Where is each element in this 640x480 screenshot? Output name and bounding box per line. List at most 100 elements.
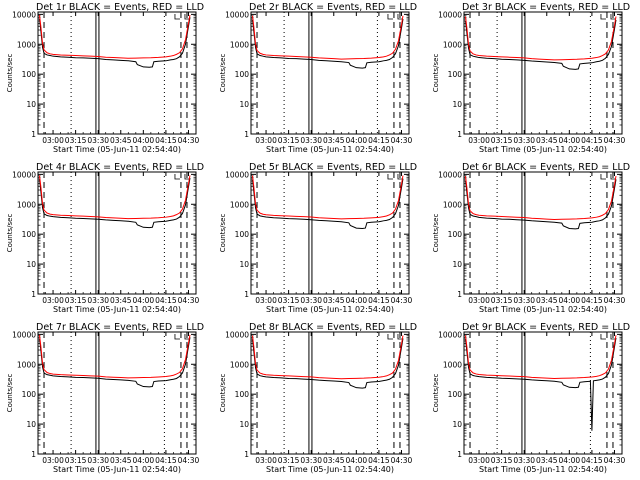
x-tick-label: 04:30 [604, 136, 626, 145]
y-tick-label: 10 [239, 260, 249, 269]
flag-mark [387, 174, 393, 180]
panel-title: Det 1r BLACK = Events, RED = LLD [36, 2, 204, 13]
x-tick-label: 03:00 [468, 456, 490, 465]
x-tick-label: 04:30 [178, 296, 200, 305]
plot-frame [37, 171, 197, 295]
flag-mark [397, 174, 403, 180]
x-tick-label: 04:15 [368, 296, 390, 305]
x-tick-label: 03:15 [491, 296, 513, 305]
flag-mark [600, 14, 606, 20]
lld-series-line [252, 335, 404, 380]
y-tick-label: 10000 [438, 330, 462, 339]
flag-mark [610, 174, 616, 180]
y-tick-label: 1 [457, 290, 462, 299]
y-axis-title: Counts/sec [219, 54, 227, 93]
y-tick-label: 10000 [225, 330, 249, 339]
events-series-line [252, 178, 404, 229]
x-tick-label: 03:15 [278, 296, 300, 305]
chart-panel: Det 8r BLACK = Events, RED = LLD 1 10 100 10… [219, 322, 417, 474]
chart-panel: Det 2r BLACK = Events, RED = LLD 1 10 100 10… [219, 2, 417, 154]
y-tick-label: 10 [452, 100, 462, 109]
x-tick-label: 04:15 [155, 456, 177, 465]
y-axis-title: Counts/sec [219, 374, 227, 413]
panel-title: Det 9r BLACK = Events, RED = LLD [462, 322, 630, 333]
plot-frame [463, 331, 623, 455]
plot-frame [250, 171, 410, 295]
x-tick-label: 04:15 [581, 136, 603, 145]
panel-title: Det 2r BLACK = Events, RED = LLD [249, 2, 417, 13]
flag-mark [610, 14, 616, 20]
x-tick-label: 04:30 [178, 456, 200, 465]
x-axis-title: Start Time (05-Jun-11 02:54:40) [266, 305, 394, 314]
x-tick-label: 03:45 [323, 296, 345, 305]
x-tick-label: 03:15 [278, 456, 300, 465]
y-axis-title: Counts/sec [6, 54, 14, 93]
x-tick-label: 04:00 [559, 456, 581, 465]
x-tick-label: 03:45 [110, 456, 132, 465]
chart-panel: Det 7r BLACK = Events, RED = LLD 1 10 100 10… [6, 322, 204, 474]
y-tick-label: 100 [448, 390, 463, 399]
y-axis-title: Counts/sec [432, 374, 440, 413]
x-tick-label: 03:00 [255, 296, 277, 305]
y-tick-label: 100 [22, 230, 37, 239]
flag-mark [184, 334, 190, 340]
y-tick-label: 1 [31, 130, 36, 139]
y-tick-label: 10000 [12, 330, 36, 339]
x-tick-label: 03:45 [536, 456, 558, 465]
x-axis-title: Start Time (05-Jun-11 02:54:40) [266, 145, 394, 154]
y-tick-label: 1 [244, 450, 249, 459]
plot-frame [250, 11, 410, 135]
x-tick-label: 03:30 [513, 456, 535, 465]
y-tick-label: 1000 [230, 40, 249, 49]
lld-series-line [252, 15, 404, 60]
y-axis-title: Counts/sec [6, 374, 14, 413]
y-axis-title: Counts/sec [432, 54, 440, 93]
chart-panel: Det 5r BLACK = Events, RED = LLD 1 10 100 10… [219, 162, 417, 314]
y-tick-label: 10000 [225, 10, 249, 19]
flag-mark [387, 334, 393, 340]
y-axis-title: Counts/sec [432, 214, 440, 253]
x-tick-label: 04:00 [346, 296, 368, 305]
panel-title: Det 5r BLACK = Events, RED = LLD [249, 162, 417, 173]
x-tick-label: 03:30 [87, 296, 109, 305]
x-tick-label: 03:15 [65, 296, 87, 305]
x-tick-label: 03:15 [65, 136, 87, 145]
y-tick-label: 10 [26, 100, 36, 109]
x-tick-label: 03:30 [513, 296, 535, 305]
x-tick-label: 03:45 [536, 296, 558, 305]
y-tick-label: 1000 [17, 40, 36, 49]
y-tick-label: 10000 [438, 170, 462, 179]
x-tick-label: 03:30 [513, 136, 535, 145]
lld-series-line [252, 175, 404, 220]
y-tick-label: 1000 [17, 200, 36, 209]
events-series-line [39, 337, 191, 388]
chart-panel: Det 6r BLACK = Events, RED = LLD 1 10 100 10… [432, 162, 630, 314]
chart-panel: Det 3r BLACK = Events, RED = LLD 1 10 100 10… [432, 2, 630, 154]
x-tick-label: 04:00 [559, 136, 581, 145]
panel-title: Det 8r BLACK = Events, RED = LLD [249, 322, 417, 333]
events-series-line [465, 337, 617, 431]
x-tick-label: 03:30 [87, 456, 109, 465]
x-tick-label: 03:15 [278, 136, 300, 145]
x-tick-label: 04:15 [368, 456, 390, 465]
x-axis-title: Start Time (05-Jun-11 02:54:40) [266, 465, 394, 474]
lld-series-line [465, 175, 617, 220]
y-tick-label: 10000 [12, 170, 36, 179]
x-tick-label: 04:30 [391, 296, 413, 305]
plot-frame [37, 331, 197, 455]
y-tick-label: 10 [26, 420, 36, 429]
y-tick-label: 1000 [443, 360, 462, 369]
y-tick-label: 100 [235, 70, 250, 79]
x-tick-label: 03:00 [468, 296, 490, 305]
flag-mark [397, 14, 403, 20]
y-tick-label: 1 [457, 130, 462, 139]
panel-title: Det 3r BLACK = Events, RED = LLD [462, 2, 630, 13]
x-tick-label: 03:15 [65, 456, 87, 465]
x-tick-label: 04:00 [133, 456, 155, 465]
y-tick-label: 10 [452, 260, 462, 269]
flag-mark [600, 334, 606, 340]
plot-frame [250, 331, 410, 455]
y-tick-label: 10 [239, 420, 249, 429]
y-tick-label: 1 [244, 130, 249, 139]
x-tick-label: 03:00 [255, 456, 277, 465]
